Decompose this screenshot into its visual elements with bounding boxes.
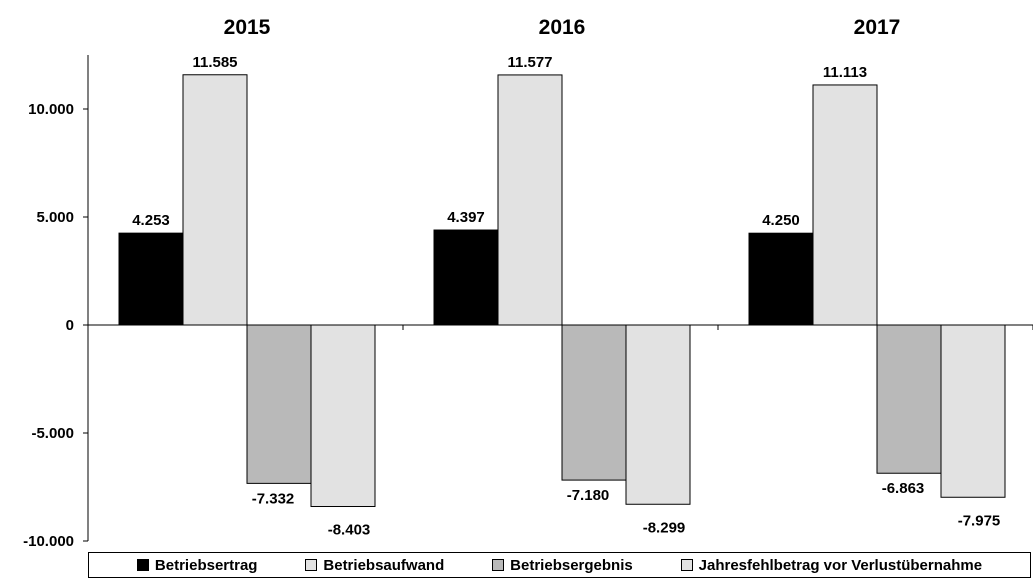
data-label: -7.332: [252, 490, 295, 507]
legend-item: Jahresfehlbetrag vor Verlustübernahme: [680, 556, 983, 574]
data-label: -7.180: [567, 487, 610, 504]
bar: [182, 74, 248, 326]
y-tick-label: -10.000: [23, 533, 74, 550]
legend-swatch: [680, 559, 693, 571]
bar: [310, 324, 376, 508]
legend-swatch: [492, 559, 505, 571]
data-label: 11.585: [192, 54, 237, 71]
y-tick-label: 10.000: [28, 101, 74, 118]
category-label: 2017: [854, 16, 901, 39]
legend: Betriebsertrag Betriebsaufwand Betriebserg…: [88, 552, 1031, 578]
category-label: 2016: [539, 16, 586, 39]
bar: [876, 324, 942, 474]
chart-canvas: -10.000 -5.000 0 5.000 10.000 2015 4.253 11.585…: [23, 16, 1033, 550]
bar: [625, 324, 691, 505]
bar: [561, 324, 627, 481]
legend-label: Betriebsaufwand: [323, 556, 445, 574]
y-tick-label: 0: [66, 317, 74, 334]
bar: [246, 324, 312, 484]
legend-item: Betriebsertrag: [136, 556, 258, 574]
bar: [812, 84, 878, 326]
legend-swatch: [305, 559, 318, 571]
y-tick-label: -5.000: [31, 425, 74, 442]
data-label: 4.253: [132, 212, 170, 229]
category-label: 2015: [224, 16, 271, 39]
bar: [940, 324, 1006, 498]
legend-label: Betriebsertrag: [154, 556, 258, 574]
data-label: 4.397: [447, 209, 485, 226]
legend-label: Betriebsergebnis: [510, 556, 633, 574]
legend-label: Jahresfehlbetrag vor Verlustübernahme: [698, 556, 983, 574]
legend-item: Betriebsaufwand: [305, 557, 444, 574]
data-label: -8.403: [328, 522, 371, 539]
data-label: 11.113: [823, 64, 867, 81]
bar: [497, 74, 563, 326]
bar: [433, 229, 499, 326]
legend-swatch: [136, 559, 149, 571]
bar: [748, 232, 814, 326]
data-label: 4.250: [762, 212, 800, 229]
legend-item: Betriebsergebnis: [492, 557, 633, 574]
data-label: -7.975: [958, 512, 1001, 529]
bar: [118, 232, 184, 326]
y-tick-label: 5.000: [36, 209, 74, 226]
data-label: -6.863: [882, 480, 925, 497]
data-label: 11.577: [507, 54, 552, 71]
data-label: -8.299: [643, 519, 686, 536]
